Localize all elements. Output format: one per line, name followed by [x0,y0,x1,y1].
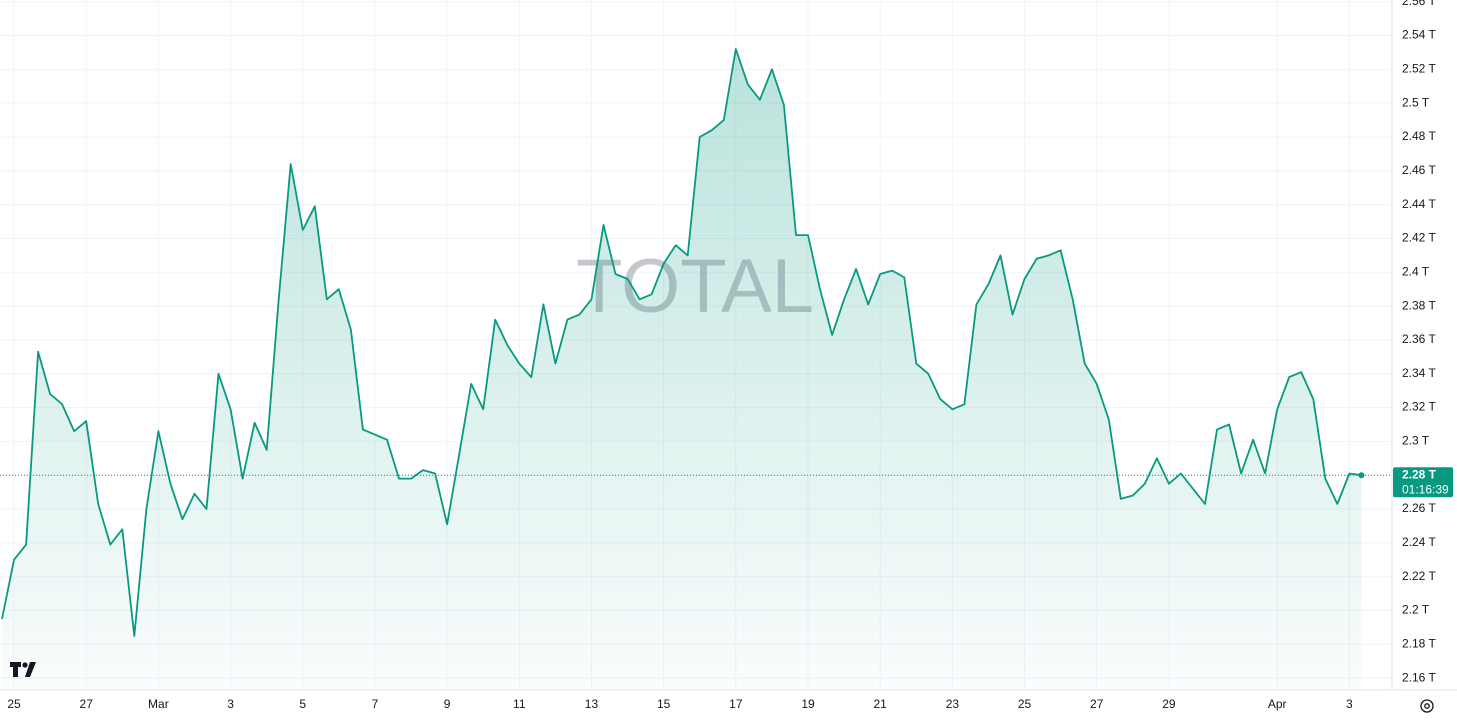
y-tick-label: 2.3 T [1402,434,1430,448]
y-tick-label: 2.36 T [1402,332,1436,346]
y-tick-label: 2.46 T [1402,163,1436,177]
x-tick-label: 23 [946,697,960,711]
y-tick-label: 2.48 T [1402,129,1436,143]
price-line [1,48,1362,637]
x-tick-label: 11 [513,697,526,711]
y-tick-label: 2.34 T [1402,366,1436,380]
x-tick-label: 9 [444,697,451,711]
x-tick-label: 21 [874,697,888,711]
y-tick-label: 2.4 T [1402,264,1430,278]
y-tick-label: 2.16 T [1402,670,1436,684]
y-tick-label: 2.2 T [1402,603,1430,617]
y-tick-label: 2.44 T [1402,197,1436,211]
y-tick-label: 2.5 T [1402,95,1430,109]
y-tick-label: 2.18 T [1402,637,1436,651]
x-tick-label: 27 [80,697,94,711]
countdown: 01:16:39 [1402,482,1449,496]
x-tick-label: Apr [1268,697,1287,711]
y-tick-label: 2.42 T [1402,231,1436,245]
y-tick-label: 2.26 T [1402,501,1436,515]
x-tick-label: 17 [729,697,743,711]
x-tick-label: 15 [657,697,671,711]
y-tick-label: 2.24 T [1402,535,1436,549]
y-tick-label: 2.22 T [1402,569,1436,583]
last-price-tag [1393,467,1453,498]
y-tick-label: 2.32 T [1402,400,1436,414]
area-fill [2,49,1362,690]
y-tick-label: 2.56 T [1402,0,1436,8]
plot [1,48,1365,690]
x-tick-label: 25 [1018,697,1032,711]
x-tick-label: 19 [801,697,815,711]
y-tick-label: 2.54 T [1402,28,1436,42]
y-tick-label: 2.38 T [1402,298,1436,312]
x-tick-label: 3 [1346,697,1353,711]
x-tick-label: 29 [1162,697,1176,711]
x-tick-label: 5 [299,697,306,711]
x-tick-label: Mar [148,697,169,711]
x-tick-label: 13 [585,697,599,711]
x-tick-label: 7 [372,697,379,711]
x-tick-label: 25 [7,697,21,711]
x-tick-label: 27 [1090,697,1104,711]
y-tick-label: 2.52 T [1402,62,1436,76]
settings-icon[interactable] [1420,699,1434,713]
x-tick-label: 3 [227,697,234,711]
last-point [1358,472,1365,479]
last-price-label: 2.28 T [1402,467,1437,481]
tradingview-logo [10,662,36,677]
